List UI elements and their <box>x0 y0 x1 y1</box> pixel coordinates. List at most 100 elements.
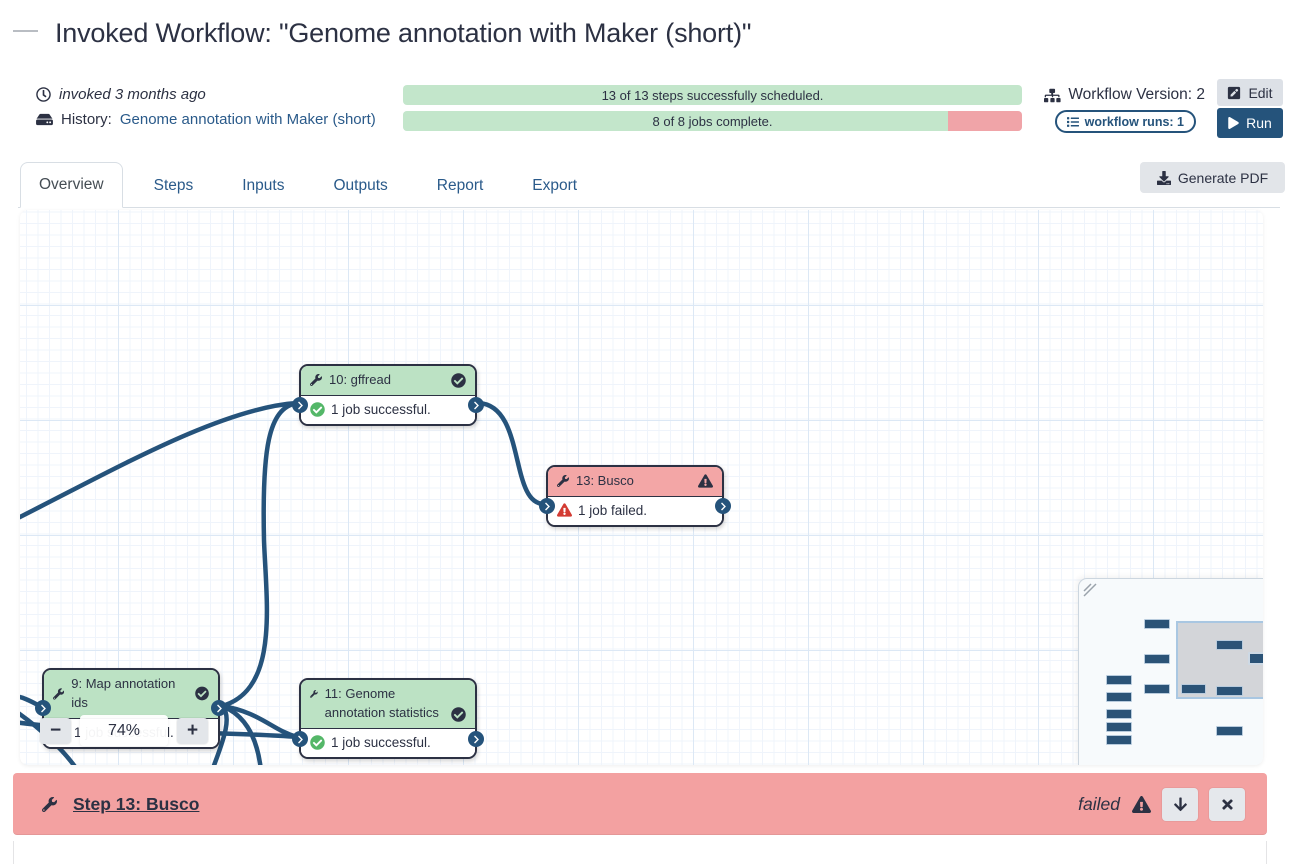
minimap-node <box>1144 654 1170 664</box>
invoked-time-row: invoked 3 months ago <box>36 86 206 103</box>
minimap-node <box>1106 709 1132 719</box>
zoom-out-button[interactable]: − <box>40 717 71 744</box>
zoom-level: 74% <box>80 715 168 746</box>
node-title: 13: Busco <box>576 473 634 488</box>
tab-outputs[interactable]: Outputs <box>333 177 388 194</box>
step-status-text: failed <box>1078 793 1120 814</box>
tab-steps[interactable]: Steps <box>153 177 194 194</box>
tabs-divider <box>18 207 1280 208</box>
invoked-time: invoked 3 months ago <box>59 86 206 103</box>
chevron-right-icon <box>40 704 46 712</box>
node-status-text: 1 job successful. <box>331 734 431 750</box>
node-genome-annotation-statistics[interactable]: 11: Genome annotation statistics 1 job s… <box>292 678 484 759</box>
node-busco-header: 13: Busco <box>548 467 722 497</box>
chevron-right-icon <box>473 401 479 409</box>
input-port <box>292 731 308 747</box>
tab-overview[interactable]: Overview <box>20 162 123 208</box>
zoom-in-button[interactable]: + <box>177 717 208 744</box>
step-detail-bar: Step 13: Busco failed <box>13 773 1267 835</box>
check-circle-icon <box>310 402 325 417</box>
jobs-progress-red <box>947 111 1022 131</box>
wrench-icon <box>310 690 318 698</box>
step-detail-body-stub <box>13 841 1267 864</box>
invocation-tabs: Overview Steps Inputs Outputs Report Exp… <box>20 158 608 208</box>
chevron-right-icon <box>297 735 303 743</box>
clock-icon <box>36 87 51 102</box>
input-port <box>292 397 308 413</box>
wrench-icon <box>557 475 569 488</box>
scroll-to-step-button[interactable] <box>1162 787 1198 821</box>
node-busco[interactable]: 13: Busco 1 job failed. <box>539 465 731 527</box>
generate-pdf-button[interactable]: Generate PDF <box>1140 162 1285 193</box>
page-title: Invoked Workflow: "Genome annotation wit… <box>55 18 752 48</box>
node-gffread-status: 1 job successful. <box>301 395 475 424</box>
warning-icon <box>698 474 713 489</box>
workflow-version: Workflow Version: 2 <box>1044 86 1205 104</box>
step-title-link[interactable]: Step 13: Busco <box>73 793 200 814</box>
node-map-header: 9: Map annotation ids <box>44 670 218 719</box>
collapsed-divider <box>13 30 38 32</box>
node-title: 11: Genome annotation statistics <box>324 686 439 720</box>
node-stats-status: 1 job successful. <box>301 728 475 757</box>
minimap-node <box>1216 686 1243 696</box>
minimap-node <box>1106 692 1132 702</box>
run-button[interactable]: Run <box>1217 108 1283 138</box>
wrench-icon <box>42 796 57 812</box>
minimap-node <box>1144 684 1170 694</box>
input-port <box>539 498 555 514</box>
check-circle-icon <box>310 734 325 750</box>
minimap-node <box>1106 675 1132 685</box>
steps-progress-label: 13 of 13 steps successfully scheduled. <box>601 87 824 103</box>
workflow-minimap[interactable] <box>1078 578 1263 765</box>
history-row: History: Genome annotation with Maker (s… <box>36 111 376 128</box>
chevron-right-icon <box>544 502 550 510</box>
zoom-control: − 74% + <box>40 715 208 746</box>
workflow-graph-canvas[interactable]: 10: gffread 1 job successful. 13: Busco … <box>20 210 1263 765</box>
minimap-node <box>1216 640 1243 650</box>
output-port <box>715 498 731 514</box>
play-icon <box>1228 117 1239 129</box>
check-circle-icon <box>451 373 466 388</box>
node-status-text: 1 job successful. <box>331 401 431 417</box>
resize-grip-icon <box>1083 583 1097 597</box>
tab-export[interactable]: Export <box>532 177 578 194</box>
wrench-icon <box>310 374 322 387</box>
arrow-down-icon <box>1173 796 1187 811</box>
node-title: 10: gffread <box>329 372 391 387</box>
list-icon <box>1066 116 1079 127</box>
minimap-node-busco <box>1248 652 1263 665</box>
node-gffread[interactable]: 10: gffread 1 job successful. <box>292 364 484 426</box>
invocation-progress: 13 of 13 steps successfully scheduled. 8… <box>403 85 1022 137</box>
node-gffread-header: 10: gffread <box>301 366 475 396</box>
edit-icon <box>1228 86 1241 99</box>
minimap-node <box>1216 726 1243 736</box>
edit-label: Edit <box>1248 84 1273 101</box>
tab-report[interactable]: Report <box>436 177 484 194</box>
close-step-button[interactable] <box>1209 787 1245 821</box>
wrench-icon <box>53 688 65 700</box>
check-circle-icon <box>195 687 209 701</box>
edit-button[interactable]: Edit <box>1217 79 1283 106</box>
tab-inputs[interactable]: Inputs <box>242 177 285 194</box>
run-label: Run <box>1246 115 1272 131</box>
node-status-text: 1 job failed. <box>578 502 648 518</box>
output-port <box>468 397 484 413</box>
jobs-progress-bar: 8 of 8 jobs complete. <box>403 111 1022 131</box>
chevron-right-icon <box>720 502 726 510</box>
minimap-node <box>1144 619 1170 629</box>
node-busco-status: 1 job failed. <box>548 496 722 525</box>
steps-progress-bar: 13 of 13 steps successfully scheduled. <box>403 85 1022 105</box>
warning-icon <box>557 503 572 518</box>
output-port <box>211 700 227 716</box>
chevron-right-icon <box>297 401 303 409</box>
output-port <box>468 731 484 747</box>
download-icon <box>1156 170 1171 185</box>
minimap-node <box>1106 722 1132 732</box>
workflow-runs-button[interactable]: workflow runs: 1 <box>1054 110 1196 133</box>
input-port <box>35 700 51 716</box>
history-link[interactable]: Genome annotation with Maker (short) <box>119 111 376 128</box>
node-title: 9: Map annotation ids <box>71 676 176 710</box>
minimap-node <box>1106 735 1132 745</box>
jobs-progress-label: 8 of 8 jobs complete. <box>652 113 773 129</box>
